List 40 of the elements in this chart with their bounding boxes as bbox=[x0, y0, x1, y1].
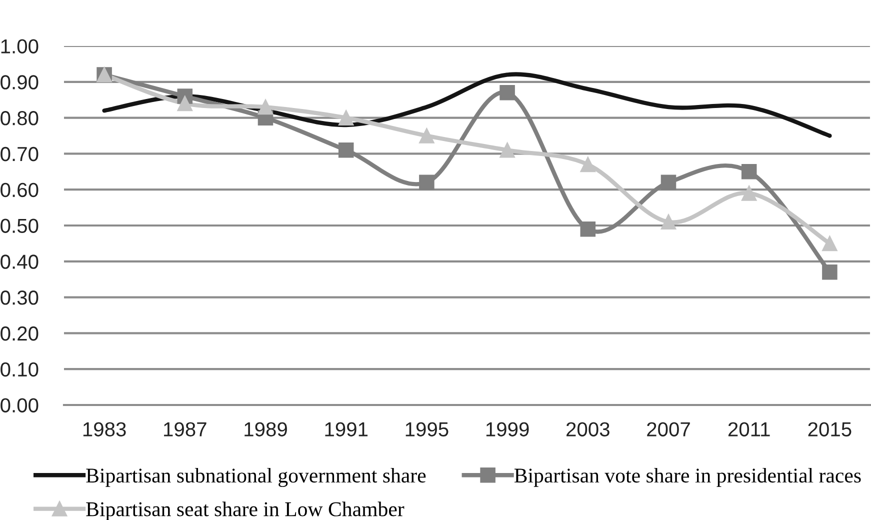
x-tick-label: 1995 bbox=[406, 422, 448, 436]
y-tick-label: 0.40 bbox=[0, 254, 38, 269]
x-tick-label: 1989 bbox=[244, 422, 287, 436]
point bbox=[741, 164, 757, 180]
y-tick-label: 0.10 bbox=[0, 362, 38, 377]
y-tick-label: 1.00 bbox=[1, 39, 38, 54]
point bbox=[822, 236, 838, 252]
y-tick-label: 0.30 bbox=[0, 290, 38, 305]
point bbox=[419, 128, 434, 144]
y-tick-label: 0.90 bbox=[0, 75, 38, 90]
x-tick-label: 2011 bbox=[728, 422, 770, 436]
line-series bbox=[102, 72, 832, 138]
point bbox=[500, 142, 515, 158]
point bbox=[177, 96, 193, 112]
x-tick-label: 2003 bbox=[566, 422, 610, 436]
x-tick-label: 1983 bbox=[83, 422, 126, 436]
point bbox=[741, 186, 757, 201]
y-tick-label: 0.80 bbox=[0, 111, 38, 126]
x-tick-label: 2015 bbox=[808, 422, 852, 436]
legend-label: Bipartisan vote share in presidential races bbox=[514, 468, 861, 487]
x-tick-label: 1991 bbox=[325, 422, 368, 436]
point bbox=[580, 221, 596, 237]
point bbox=[258, 99, 274, 115]
point bbox=[822, 264, 838, 280]
x-tick-label: 1999 bbox=[486, 422, 529, 436]
point bbox=[338, 110, 354, 126]
point bbox=[338, 142, 354, 158]
y-tick-label: 0.70 bbox=[0, 146, 38, 162]
point bbox=[500, 85, 515, 100]
legend-label: Bipartisan subnational government share bbox=[86, 468, 426, 487]
y-tick-label: 0.50 bbox=[0, 218, 38, 233]
point bbox=[419, 174, 434, 190]
y-tick-label: 0.00 bbox=[0, 398, 38, 412]
point bbox=[660, 174, 676, 190]
y-tick-label: 0.60 bbox=[0, 182, 38, 198]
point bbox=[580, 156, 596, 172]
x-tick-label: 2007 bbox=[647, 422, 690, 436]
x-tick-label: 1987 bbox=[164, 422, 206, 436]
point bbox=[660, 214, 676, 230]
y-tick-label: 0.20 bbox=[0, 326, 38, 341]
